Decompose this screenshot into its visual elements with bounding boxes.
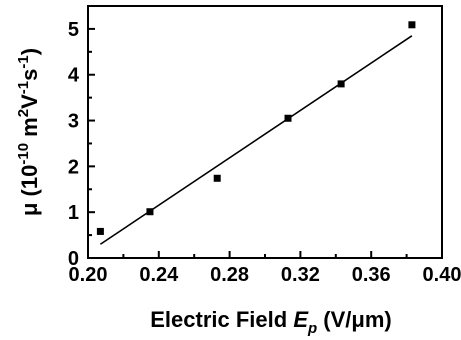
y-axis-title-exp4: -1 [15, 55, 32, 68]
data-point [146, 208, 154, 216]
x-axis-title-sub: p [307, 320, 317, 337]
y-axis-title-exp2: 2 [15, 109, 32, 117]
plot-frame [87, 5, 443, 259]
axis-ticks [87, 5, 443, 259]
data-point [284, 114, 292, 122]
data-points [96, 21, 416, 235]
x-axis-title-var: E [293, 307, 309, 332]
x-tick-label: 0.40 [423, 264, 461, 286]
y-axis-title-open: (10 [17, 165, 42, 203]
data-point [408, 21, 416, 29]
x-tick-label: 0.24 [139, 264, 179, 286]
y-axis-title-exp1: -10 [15, 143, 32, 165]
x-tick-label: 0.20 [69, 264, 108, 286]
y-axis-title-exp3: -1 [15, 81, 32, 94]
tick-labels: 0.20 0.24 0.28 0.32 0.36 0.40 0 1 2 3 4 5 [68, 19, 461, 286]
y-axis-title-m: m [17, 117, 42, 143]
y-axis-title-s: s [17, 69, 42, 81]
data-point [337, 80, 345, 88]
x-tick-label: 0.32 [281, 264, 320, 286]
y-axis-title: μ (10-10 m2V-1s-1) [15, 48, 42, 216]
y-tick-label: 4 [68, 65, 80, 87]
y-tick-label: 1 [68, 202, 79, 224]
x-axis-title: Electric Field Ep (V/μm) [150, 307, 392, 337]
x-tick-label: 0.36 [352, 264, 391, 286]
y-tick-label: 2 [68, 156, 79, 178]
y-tick-label: 3 [68, 111, 79, 133]
y-tick-label: 0 [68, 248, 79, 270]
y-tick-label: 5 [68, 19, 79, 41]
x-axis-title-suffix: (V/μm) [317, 307, 392, 332]
data-point [213, 174, 221, 182]
y-axis-title-close: ) [17, 48, 42, 55]
x-tick-label: 0.28 [210, 264, 249, 286]
y-axis-title-symbol: μ [17, 203, 42, 216]
x-axis-title-prefix: Electric Field [150, 307, 293, 332]
data-point [96, 227, 104, 235]
y-axis-title-v: V [17, 94, 42, 109]
